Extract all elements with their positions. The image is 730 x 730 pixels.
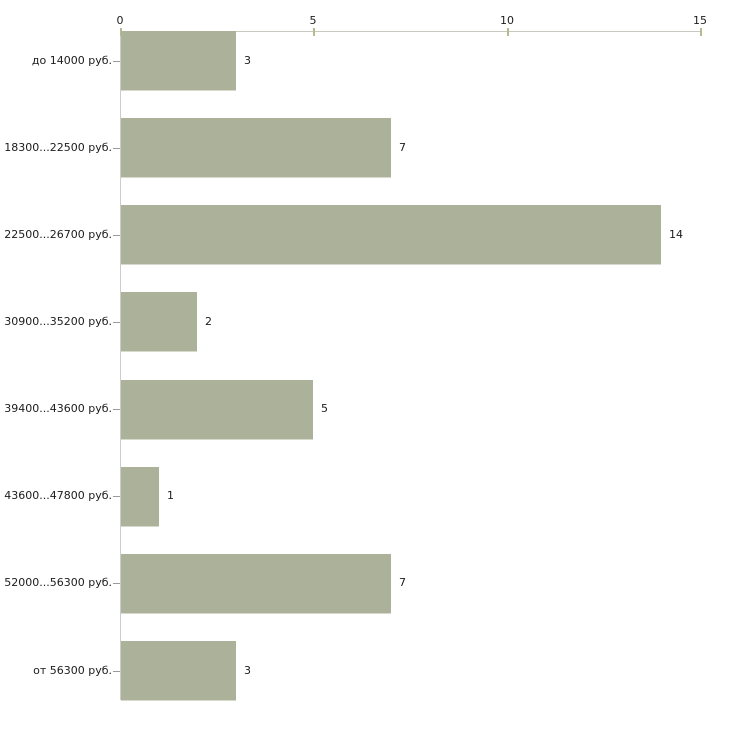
bar bbox=[121, 554, 391, 614]
x-tick-label: 5 bbox=[309, 14, 317, 27]
y-tick-mark bbox=[113, 148, 120, 149]
bar bbox=[121, 467, 159, 527]
bar bbox=[121, 118, 391, 178]
x-tick-mark bbox=[507, 28, 509, 36]
x-tick-mark bbox=[700, 28, 702, 36]
category-label: до 14000 руб. bbox=[31, 54, 112, 67]
y-tick-mark bbox=[113, 409, 120, 410]
category-label: 18300...22500 руб. bbox=[4, 141, 112, 154]
bar bbox=[121, 205, 661, 265]
value-label: 1 bbox=[167, 489, 174, 502]
bar bbox=[121, 292, 197, 352]
category-label: 43600...47800 руб. bbox=[4, 489, 112, 502]
category-label: 30900...35200 руб. bbox=[4, 315, 112, 328]
category-label: от 56300 руб. bbox=[33, 664, 112, 677]
y-tick-mark bbox=[113, 496, 120, 497]
value-label: 3 bbox=[244, 664, 251, 677]
value-label: 7 bbox=[399, 141, 406, 154]
bar bbox=[121, 641, 236, 701]
value-label: 7 bbox=[399, 576, 406, 589]
bar bbox=[121, 31, 236, 91]
y-tick-mark bbox=[113, 235, 120, 236]
y-tick-mark bbox=[113, 583, 120, 584]
x-tick-label: 15 bbox=[693, 14, 707, 27]
category-label: 39400...43600 руб. bbox=[4, 402, 112, 415]
y-tick-mark bbox=[113, 671, 120, 672]
category-label: 22500...26700 руб. bbox=[4, 228, 112, 241]
x-tick-mark bbox=[313, 28, 315, 36]
x-tick-label: 10 bbox=[500, 14, 514, 27]
y-axis-line bbox=[120, 31, 121, 700]
value-label: 2 bbox=[205, 315, 212, 328]
bar bbox=[121, 380, 313, 440]
value-label: 14 bbox=[669, 228, 683, 241]
value-label: 5 bbox=[321, 402, 328, 415]
x-axis-line bbox=[120, 31, 701, 32]
y-tick-mark bbox=[113, 61, 120, 62]
y-tick-mark bbox=[113, 322, 120, 323]
x-tick-label: 0 bbox=[116, 14, 124, 27]
value-label: 3 bbox=[244, 54, 251, 67]
category-label: 52000...56300 руб. bbox=[4, 576, 112, 589]
